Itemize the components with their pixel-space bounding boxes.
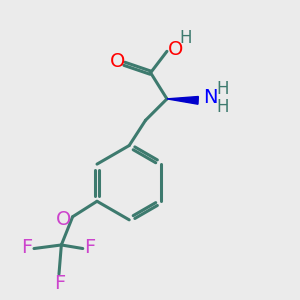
Text: O: O	[56, 210, 71, 229]
Text: N: N	[203, 88, 218, 107]
Text: H: H	[179, 29, 192, 47]
Text: H: H	[216, 80, 229, 98]
Text: O: O	[168, 40, 183, 59]
Text: H: H	[216, 98, 229, 116]
Polygon shape	[167, 97, 198, 104]
Text: F: F	[85, 238, 96, 257]
Text: O: O	[110, 52, 126, 71]
Text: F: F	[21, 238, 32, 257]
Text: F: F	[54, 274, 65, 293]
